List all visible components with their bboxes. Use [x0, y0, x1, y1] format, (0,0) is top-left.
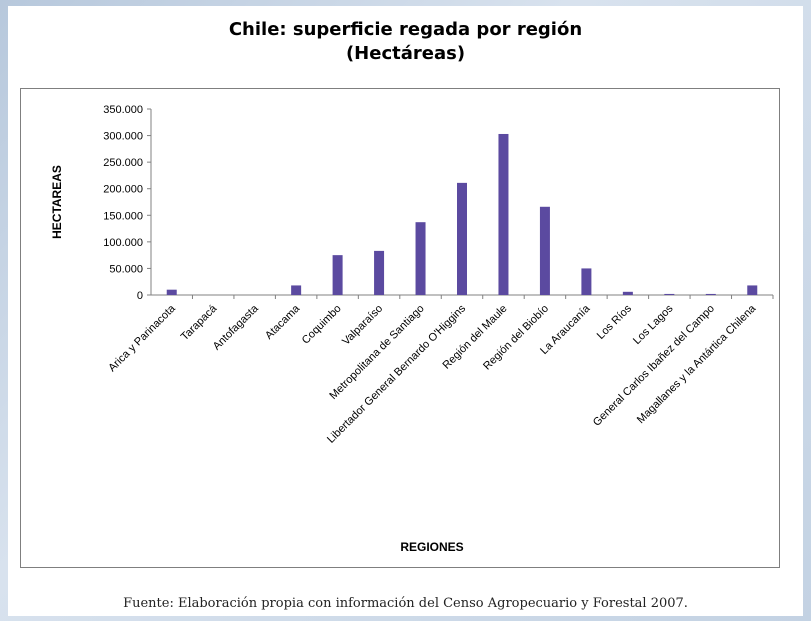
bar: [291, 285, 302, 295]
bar: [705, 293, 716, 295]
y-tick-label: 150.000: [103, 210, 143, 222]
y-tick-label: 200.000: [103, 184, 143, 196]
chart-title-line2: (Hectáreas): [345, 43, 466, 64]
source-note: Fuente: Elaboración propia con informaci…: [123, 596, 688, 611]
y-axis-title: HECTAREAS: [50, 165, 64, 239]
x-axis-title: REGIONES: [400, 540, 463, 554]
y-axis: 0 50.000 100.000 150.000 200.000 250.000 300.0…: [103, 104, 152, 302]
bar: [332, 255, 343, 295]
bar-chart: 0 50.000 100.000 150.000 200.000 250.000 300.0…: [50, 104, 774, 554]
x-tick-label: Valparaíso: [340, 303, 385, 348]
bar: [539, 206, 550, 295]
bar: [415, 222, 426, 295]
x-tick-label: Atacama: [263, 302, 303, 342]
x-tick-label: Antofagasta: [211, 302, 262, 353]
x-tick-label: Los Lagos: [631, 302, 676, 347]
bar: [581, 268, 592, 295]
x-tick-label: Tarapacá: [179, 302, 220, 343]
bar: [166, 289, 177, 295]
bar: [664, 293, 675, 295]
y-tick-label: 50.000: [109, 263, 143, 275]
y-tick-label: 300.000: [103, 131, 143, 143]
y-tick-label: 100.000: [103, 237, 143, 249]
bar: [498, 133, 509, 295]
bar: [747, 285, 758, 295]
x-tick-label: Los Ríos: [595, 302, 635, 342]
bar: [457, 182, 467, 295]
y-tick-label: 250.000: [103, 157, 143, 169]
x-tick-label: Coquimbo: [300, 303, 344, 347]
plot-frame: 0 50.000 100.000 150.000 200.000 250.000 300.0…: [20, 88, 780, 568]
y-tick-label: 0: [137, 290, 143, 302]
chart-title: Chile: superficie regada por región (Hec…: [0, 18, 811, 66]
bars: [166, 133, 758, 295]
bar: [374, 250, 385, 295]
bar: [622, 291, 633, 295]
y-tick-label: 350.000: [103, 104, 143, 116]
chart-title-line1: Chile: superficie regada por región: [228, 19, 583, 40]
x-tick-label: Arica y Parinacota: [106, 302, 178, 374]
